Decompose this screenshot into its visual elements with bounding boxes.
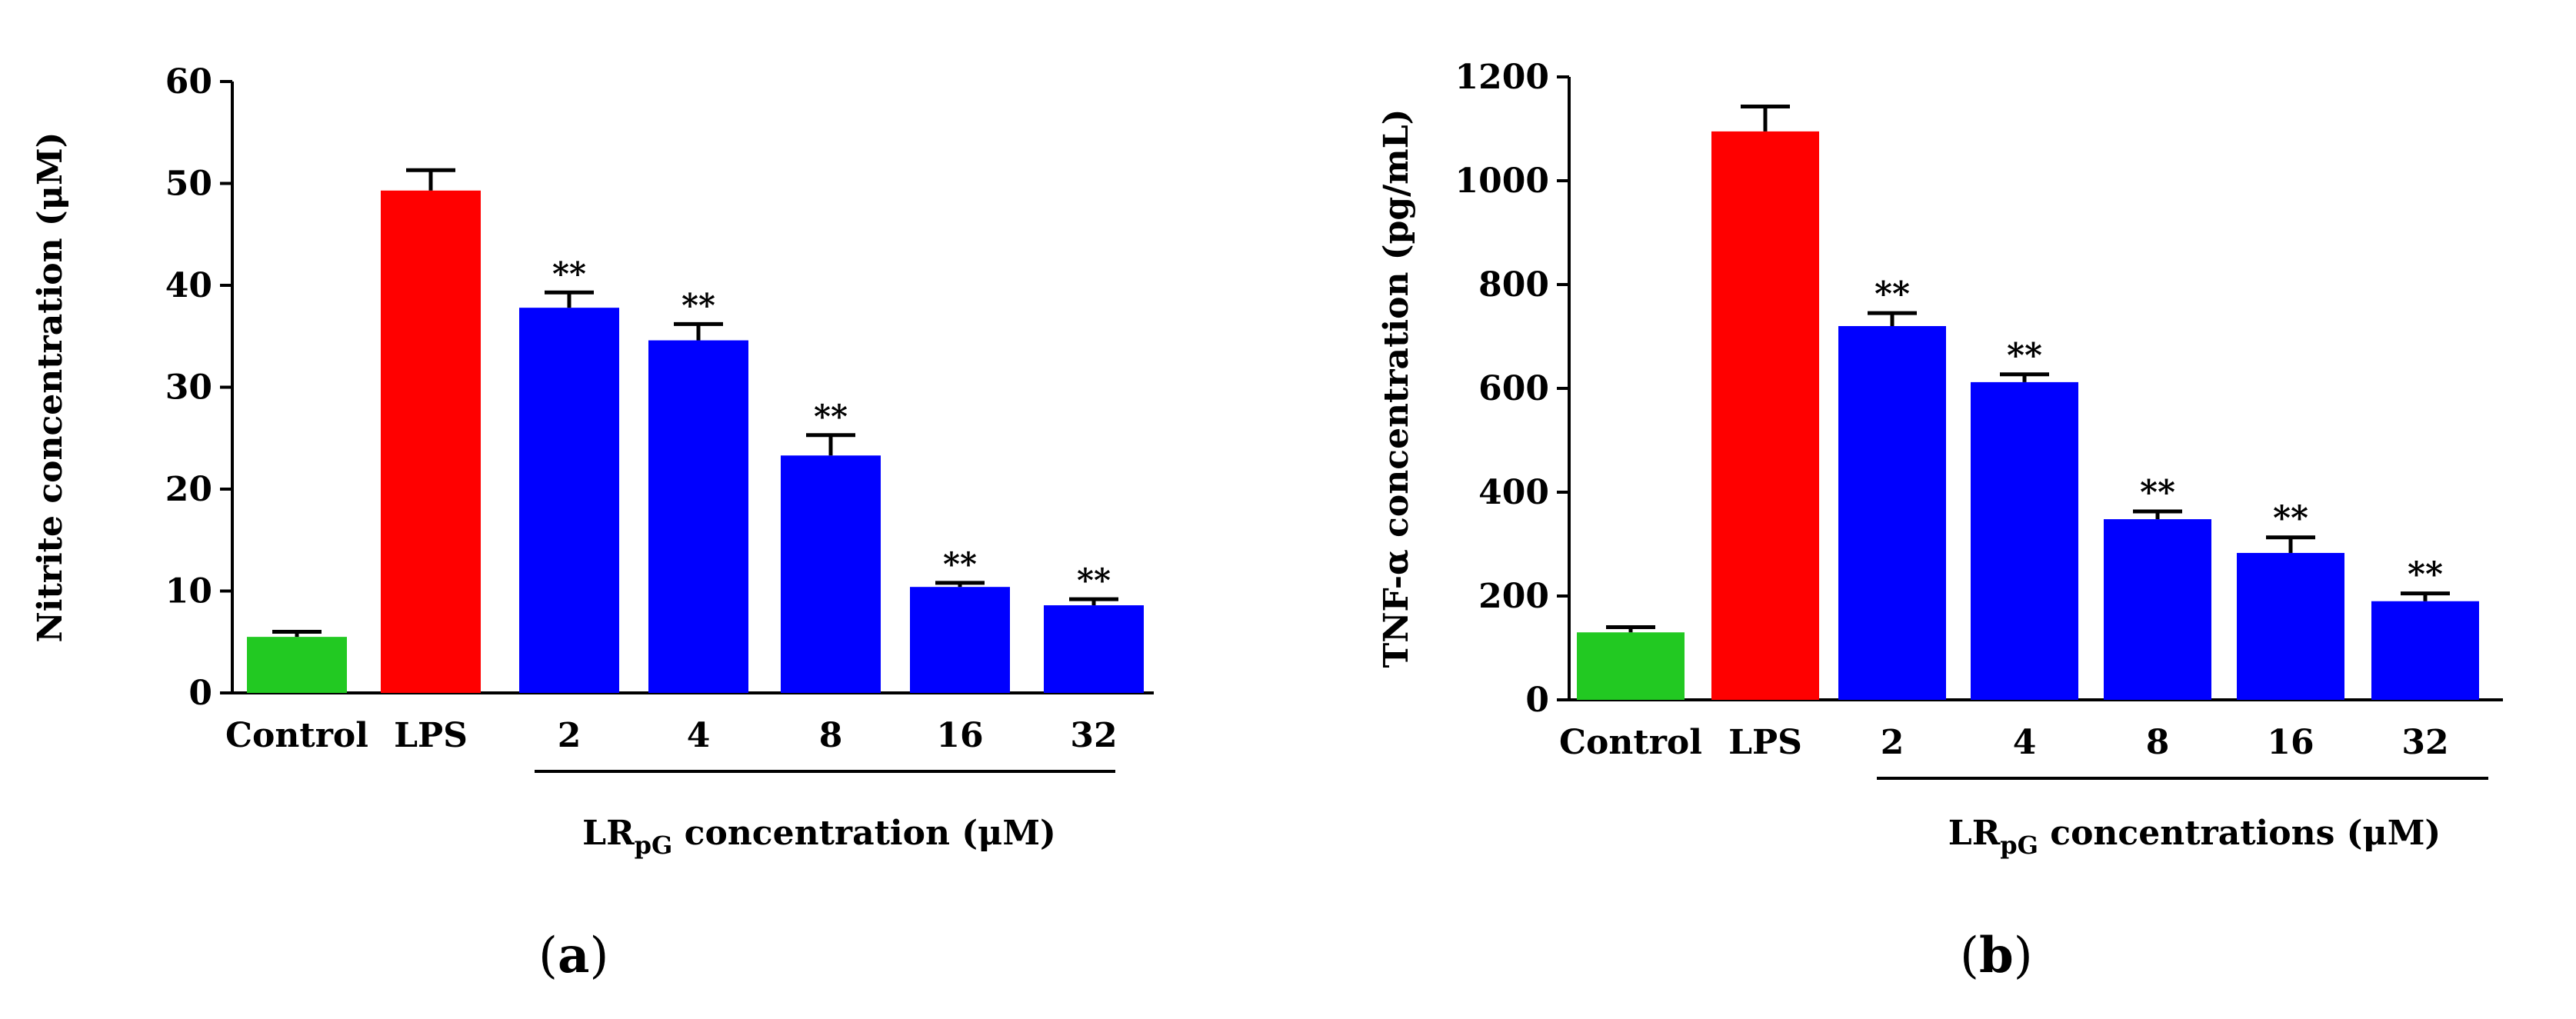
chart-a-bar [247, 637, 347, 693]
chart-a-category-label: 16 [936, 716, 983, 755]
chart-a-bar [1044, 605, 1144, 693]
chart-b-y-tick-label: 1000 [1455, 162, 1549, 201]
chart-a-x-axis-title: LRpG concentration (μM) [582, 814, 1056, 860]
chart-b-bar [2237, 552, 2344, 700]
chart-a-y-tick-label: 10 [165, 572, 212, 611]
chart-b-significance-label: ** [2140, 473, 2175, 512]
chart-b-x-axis-title-main: LR [1948, 814, 2001, 853]
chart-a-y-tick-label: 30 [165, 368, 212, 408]
chart-b-y-tick-label: 800 [1478, 265, 1549, 305]
chart-b-x-axis-title-rest: concentrations (μM) [2038, 814, 2441, 853]
chart-a-bar [381, 190, 481, 693]
chart-a-x-axis-title-main: LR [582, 814, 635, 853]
chart-b-bar [1577, 632, 1685, 700]
chart-b-significance-label: ** [1875, 275, 1910, 314]
chart-b-bar [1711, 131, 1819, 700]
chart-b-x-axis-title-subscript: pG [2000, 831, 2038, 860]
chart-a-significance-label: ** [1077, 561, 1111, 599]
chart-b-bar [1971, 381, 2078, 700]
chart-a-y-tick-label: 40 [165, 266, 212, 305]
chart-b-y-tick-label: 200 [1478, 577, 1549, 616]
chart-b-bar [1838, 326, 1946, 700]
chart-b-category-label: Control [1559, 723, 1702, 762]
chart-a-bar [781, 455, 881, 693]
chart-b-significance-label: ** [2273, 499, 2308, 538]
chart-b-y-tick-label: 1200 [1455, 58, 1549, 97]
chart-b-y-tick-label: 400 [1478, 473, 1549, 512]
chart-a-y-tick-label: 50 [165, 165, 212, 204]
chart-a-x-axis-title-subscript: pG [635, 831, 673, 860]
chart-a-significance-label: ** [681, 286, 715, 324]
chart-nitrite: 0 10 20 30 40 50 60 Nitrite concentration (μM) C… [31, 62, 1154, 860]
chart-a-category-label: 8 [819, 716, 843, 755]
panel-label-b: (b) [1960, 927, 2033, 984]
chart-a-category-label: Control [225, 716, 368, 755]
chart-b-y-axis-title: TNF-α concentration (pg/mL) [1377, 108, 1416, 668]
chart-a-bar [519, 308, 619, 693]
chart-b-significance-label: ** [2408, 555, 2443, 594]
chart-a-category-label: LPS [394, 716, 468, 755]
chart-a-bar [648, 340, 748, 693]
chart-a-significance-label: ** [552, 255, 586, 292]
chart-b-significance-label: ** [2007, 336, 2042, 375]
chart-tnf-alpha: 0 200 400 600 800 1000 1200 TNF-α concentration… [1377, 58, 2503, 860]
chart-b-x-axis-title: LRpG concentrations (μM) [1948, 814, 2441, 860]
chart-a-y-tick-label: 20 [165, 470, 212, 509]
chart-a-x-axis-title-rest: concentration (μM) [672, 814, 1055, 853]
chart-a-category-label: 4 [687, 716, 711, 755]
chart-a-significance-label: ** [814, 398, 848, 435]
chart-a-category-label: 2 [558, 716, 582, 755]
chart-a-significance-label: ** [943, 545, 977, 583]
chart-b-bar [2104, 519, 2211, 700]
chart-a-y-tick-label: 0 [188, 674, 212, 713]
chart-b-category-label: LPS [1728, 723, 1802, 762]
chart-a-y-tick-label: 60 [165, 62, 212, 102]
chart-b-bar [2371, 601, 2479, 700]
chart-b-category-label: 16 [2267, 723, 2314, 762]
chart-b-category-label: 32 [2401, 723, 2448, 762]
chart-a-category-label: 32 [1070, 716, 1117, 755]
chart-b-y-tick-label: 0 [1525, 681, 1549, 720]
chart-b-category-label: 4 [2013, 723, 2037, 762]
chart-b-y-tick-label: 600 [1478, 369, 1549, 408]
chart-b-category-label: 8 [2146, 723, 2170, 762]
chart-b-category-label: 2 [1881, 723, 1905, 762]
chart-a-y-axis-title: Nitrite concentration (μM) [31, 132, 70, 643]
panel-label-a: (a) [538, 927, 609, 984]
chart-a-bar [910, 587, 1010, 693]
